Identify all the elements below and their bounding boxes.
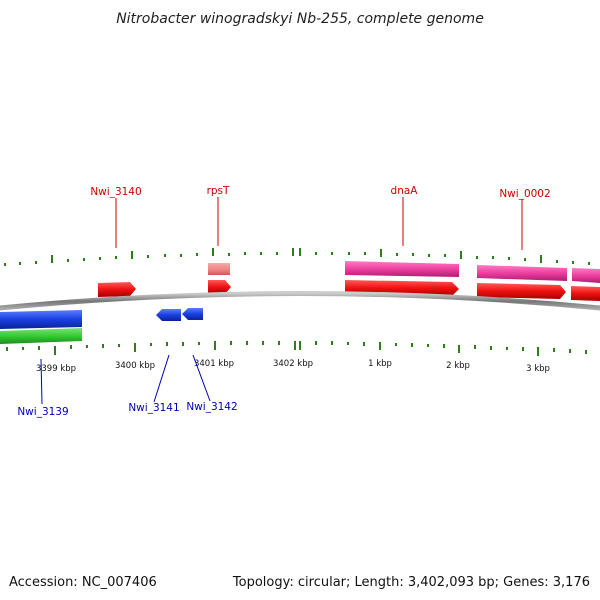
gene-label-nwi-3141[interactable]: Nwi_3141 — [128, 402, 179, 414]
gene-label-dnaA[interactable]: dnaA — [391, 185, 419, 197]
forward-gene-track — [98, 280, 600, 301]
gene-labels: Nwi_3140 rpsT dnaA Nwi_0002 Nwi_3139 Nwi… — [17, 185, 550, 418]
position-label-3401: 3401 kbp — [194, 359, 234, 369]
gene-dnaA-feature[interactable] — [345, 261, 459, 277]
gene-nwi-3139-green-bar[interactable] — [0, 328, 82, 344]
gene-nwi-3139-bar[interactable] — [0, 310, 82, 329]
position-label-3400: 3400 kbp — [115, 361, 155, 371]
gene-label-rpsT[interactable]: rpsT — [207, 185, 230, 197]
genome-summary-text: Topology: circular; Length: 3,402,093 bp… — [232, 575, 590, 590]
gene-label-nwi-3142[interactable]: Nwi_3142 — [186, 401, 237, 413]
accession-text: Accession: NC_007406 — [9, 575, 157, 590]
gene-nwi-3140-arrow[interactable] — [98, 282, 136, 297]
gene-label-nwi-0002[interactable]: Nwi_0002 — [499, 188, 550, 200]
chromosome-backbone — [0, 291, 600, 311]
gene-rpsT-arrow[interactable] — [208, 280, 231, 294]
gene-nwi-0002-feature[interactable] — [477, 265, 567, 281]
gene-nwi-0002-arrow[interactable] — [477, 283, 566, 299]
leader-nwi-3142 — [192, 354, 211, 402]
position-label-3kbp: 3 kbp — [526, 364, 550, 374]
position-label-3399: 3399 kbp — [36, 364, 76, 374]
inner-tick-ring — [6, 341, 587, 356]
outer-gene-track — [208, 261, 600, 283]
label-leaders — [40, 197, 523, 405]
position-label-2kbp: 2 kbp — [446, 361, 470, 371]
map-title: Nitrobacter winogradskyi Nb-255, complet… — [116, 11, 484, 27]
gene-next-feature[interactable] — [572, 268, 600, 283]
gene-label-nwi-3140[interactable]: Nwi_3140 — [90, 186, 141, 198]
gene-label-nwi-3139[interactable]: Nwi_3139 — [17, 406, 68, 418]
gene-nwi-3141-arrow[interactable] — [156, 309, 181, 321]
position-label-3402: 3402 kbp — [273, 359, 313, 369]
gene-rpsT-feature[interactable] — [208, 263, 230, 275]
gene-next-arrow[interactable] — [571, 286, 600, 301]
reverse-gene-track — [0, 308, 203, 344]
outer-tick-ring — [4, 248, 590, 266]
leader-nwi-3141 — [153, 354, 170, 403]
leader-nwi-3139 — [40, 358, 43, 405]
position-label-1kbp: 1 kbp — [368, 359, 392, 369]
position-labels: 3399 kbp 3400 kbp 3401 kbp 3402 kbp 1 kb… — [36, 359, 550, 374]
gene-nwi-3142-arrow[interactable] — [182, 308, 203, 320]
